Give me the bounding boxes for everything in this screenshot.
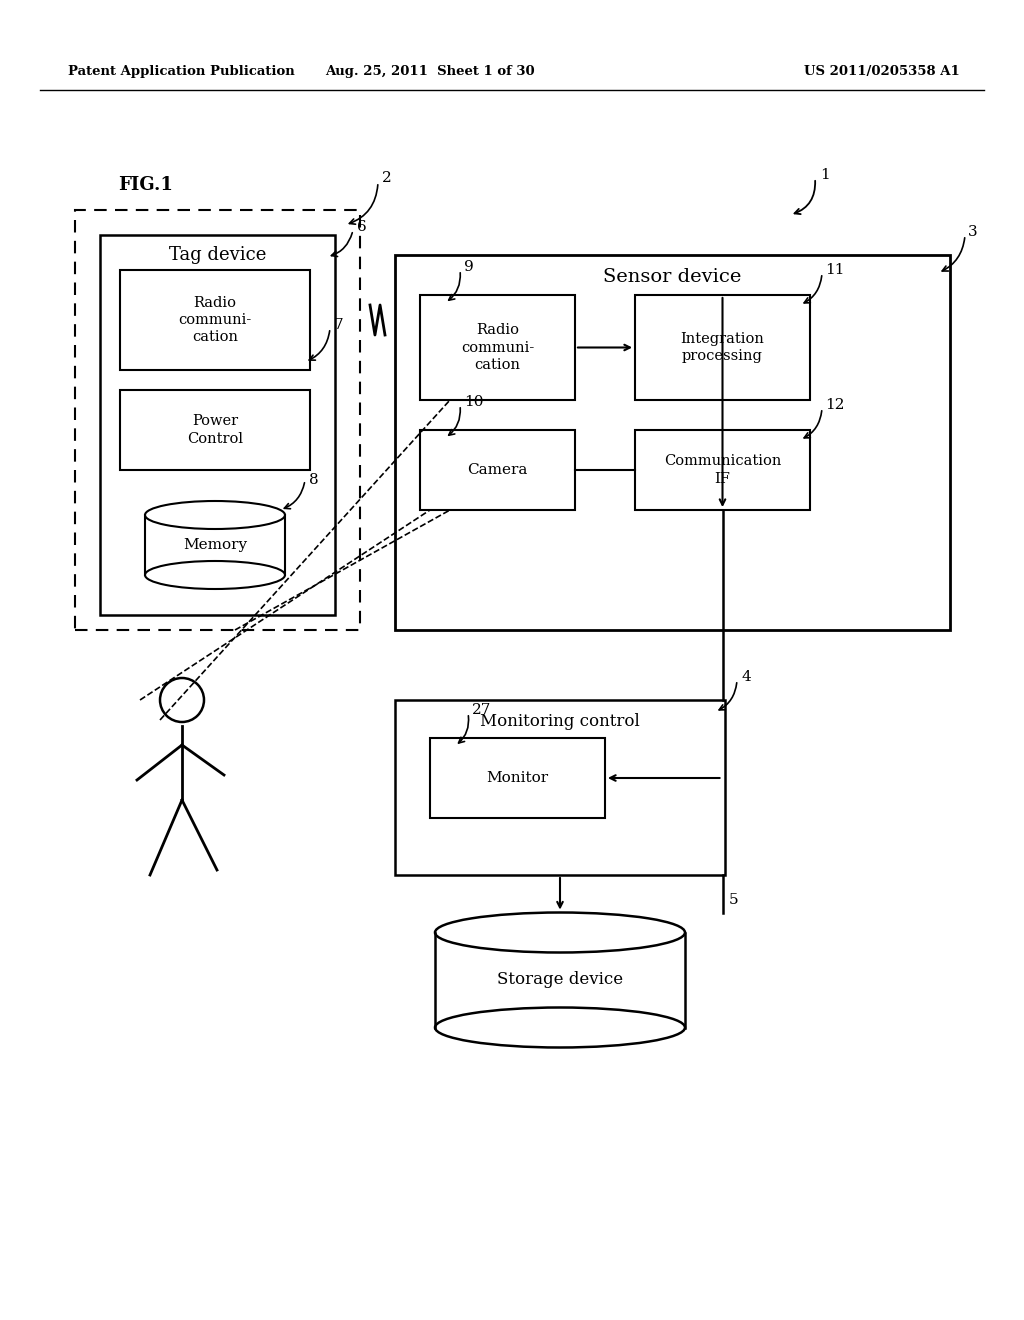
Text: 7: 7: [334, 318, 344, 333]
Text: 27: 27: [472, 704, 492, 717]
Bar: [420, 430, 575, 510]
Bar: [120, 271, 310, 370]
Bar: [100, 235, 335, 615]
Text: 2: 2: [382, 172, 392, 185]
Text: Aug. 25, 2011  Sheet 1 of 30: Aug. 25, 2011 Sheet 1 of 30: [326, 66, 535, 78]
Text: 5: 5: [728, 894, 738, 907]
Bar: [420, 294, 575, 400]
Text: FIG.1: FIG.1: [118, 176, 173, 194]
Text: Radio
communi-
cation: Radio communi- cation: [178, 296, 252, 345]
Text: 4: 4: [741, 671, 751, 684]
Text: Integration
processing: Integration processing: [681, 331, 765, 363]
Text: US 2011/0205358 A1: US 2011/0205358 A1: [804, 66, 961, 78]
Text: Tag device: Tag device: [169, 246, 266, 264]
Text: Radio
communi-
cation: Radio communi- cation: [461, 323, 535, 372]
Text: Monitoring control: Monitoring control: [480, 714, 640, 730]
Ellipse shape: [145, 502, 285, 529]
Text: Communication
IF: Communication IF: [664, 454, 781, 486]
Bar: [75, 210, 360, 630]
Text: 12: 12: [825, 399, 845, 412]
Text: 1: 1: [820, 168, 829, 182]
Text: Monitor: Monitor: [486, 771, 549, 785]
Text: 6: 6: [357, 220, 367, 234]
Text: Power
Control: Power Control: [187, 414, 243, 446]
Bar: [635, 430, 810, 510]
Bar: [635, 294, 810, 400]
Text: 10: 10: [464, 395, 483, 409]
Text: 3: 3: [968, 224, 978, 239]
Bar: [430, 738, 605, 818]
Ellipse shape: [435, 912, 685, 953]
Text: Camera: Camera: [467, 463, 527, 477]
Bar: [395, 700, 725, 875]
Text: Memory: Memory: [183, 539, 247, 552]
Text: Sensor device: Sensor device: [603, 268, 741, 286]
Text: Patent Application Publication: Patent Application Publication: [68, 66, 295, 78]
Bar: [120, 389, 310, 470]
Text: 9: 9: [464, 260, 474, 275]
Bar: [395, 255, 950, 630]
Text: 11: 11: [825, 263, 845, 277]
Text: 8: 8: [309, 473, 318, 487]
Text: Storage device: Storage device: [497, 972, 623, 989]
